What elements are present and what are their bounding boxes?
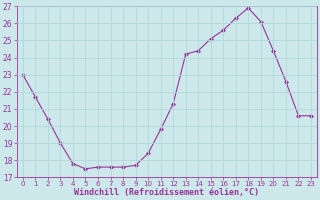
X-axis label: Windchill (Refroidissement éolien,°C): Windchill (Refroidissement éolien,°C) xyxy=(74,188,260,197)
